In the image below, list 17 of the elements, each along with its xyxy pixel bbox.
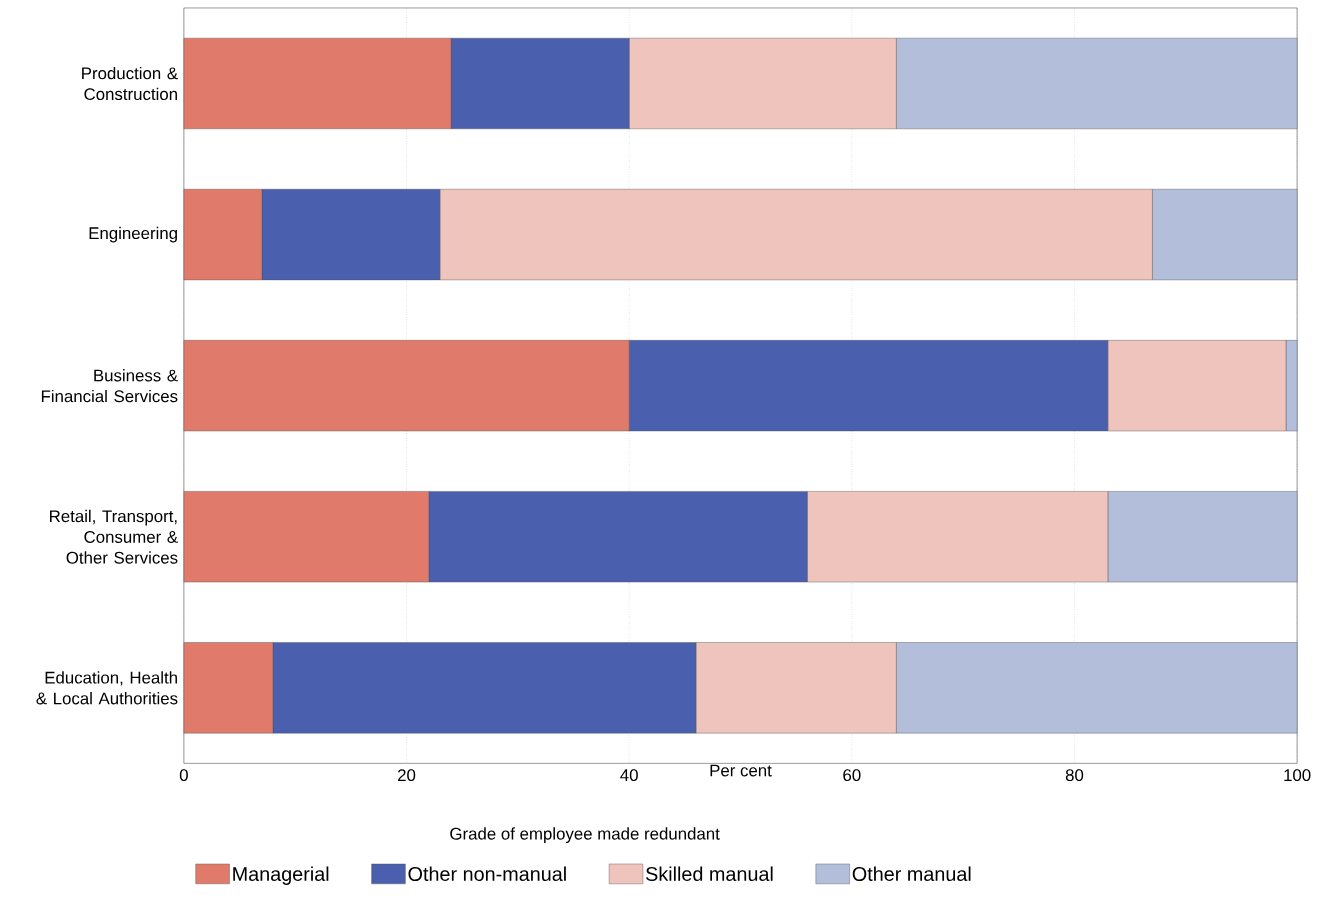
- y-tick-label: Retail, Transport, Consumer & Other Services: [50, 509, 178, 564]
- legend-label: Other non-manual: [408, 866, 566, 881]
- x-tick-label: 40: [620, 768, 638, 781]
- y-tick-label: Production & Construction: [82, 66, 178, 100]
- x-tick-label: 80: [1065, 768, 1084, 781]
- x-tick-label: 100: [1284, 768, 1311, 781]
- x-axis-title: Per cent: [710, 764, 772, 777]
- legend-label: Managerial: [233, 866, 329, 885]
- y-tick-label: Business & Financial Services: [41, 368, 178, 403]
- y-tick-label: Education, Health & Local Authorities: [36, 671, 178, 705]
- x-tick-label: 0: [179, 768, 188, 781]
- x-tick-label: 20: [398, 768, 416, 781]
- legend-label: Other manual: [852, 866, 971, 881]
- x-tick-label: 60: [843, 768, 861, 781]
- legend-title: Grade of employee made redundant: [450, 827, 720, 843]
- y-tick-label: Engineering: [89, 226, 177, 243]
- legend-label: Skilled manual: [646, 866, 773, 881]
